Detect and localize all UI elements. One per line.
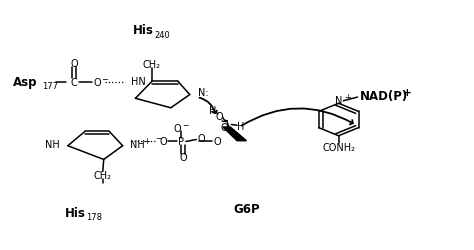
Text: H: H bbox=[209, 106, 216, 116]
Text: O: O bbox=[220, 122, 228, 132]
Text: N: N bbox=[335, 95, 342, 105]
Text: C: C bbox=[71, 77, 77, 87]
Text: O: O bbox=[179, 152, 187, 162]
Text: 177: 177 bbox=[42, 82, 58, 90]
Text: CH₂: CH₂ bbox=[143, 60, 161, 70]
Text: 240: 240 bbox=[155, 30, 171, 40]
Text: NH: NH bbox=[130, 140, 145, 150]
Text: G6P: G6P bbox=[233, 202, 260, 215]
Text: −: − bbox=[182, 121, 188, 130]
Text: NAD(P): NAD(P) bbox=[360, 90, 408, 103]
Text: H: H bbox=[237, 121, 245, 131]
Text: CONH₂: CONH₂ bbox=[322, 142, 355, 152]
Text: Asp: Asp bbox=[12, 76, 37, 89]
Text: −: − bbox=[100, 74, 108, 84]
Text: O: O bbox=[94, 77, 101, 87]
Text: O: O bbox=[213, 137, 221, 147]
Text: O: O bbox=[159, 137, 167, 147]
Text: CH₂: CH₂ bbox=[94, 170, 112, 180]
Text: +: + bbox=[344, 92, 351, 102]
Text: O: O bbox=[197, 133, 205, 143]
Text: P: P bbox=[178, 137, 184, 147]
Text: HN: HN bbox=[131, 77, 146, 87]
Text: +: + bbox=[402, 88, 411, 98]
Text: 178: 178 bbox=[86, 212, 102, 222]
Text: N:: N: bbox=[198, 88, 209, 98]
Text: O: O bbox=[173, 123, 181, 133]
Text: −: − bbox=[155, 134, 162, 143]
Text: +: + bbox=[143, 137, 150, 146]
Text: His: His bbox=[133, 24, 154, 37]
Text: NH: NH bbox=[45, 139, 59, 149]
Polygon shape bbox=[223, 128, 246, 141]
Text: O: O bbox=[215, 111, 223, 121]
Text: His: His bbox=[64, 206, 85, 219]
Text: O: O bbox=[70, 59, 78, 69]
